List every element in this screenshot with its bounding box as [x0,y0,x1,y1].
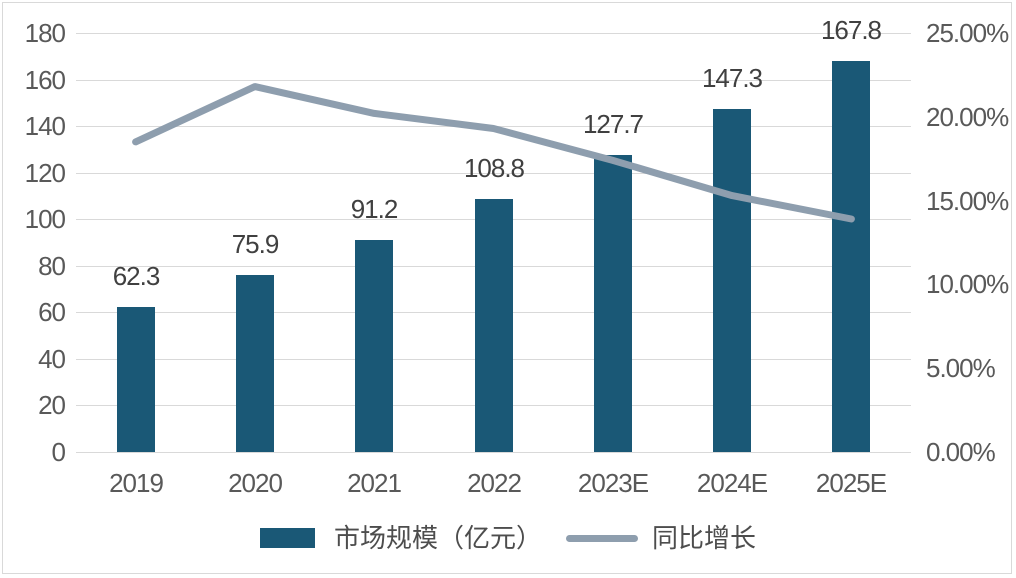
gridline [76,452,911,453]
left-axis-tick-label: 180 [24,18,66,48]
bar-2019 [117,307,155,452]
bar-value-label: 75.9 [231,229,280,259]
combo-chart: 0 20 40 60 80 100 120 140 160 180 0.00% 5.00% 10.00%… [3,3,1013,575]
bar-value-label: 167.8 [820,15,882,45]
gridline [76,80,911,81]
left-axis-tick-label: 20 [38,390,66,420]
x-axis-category-label: 2020 [228,468,283,498]
left-axis-tick-label: 160 [24,65,66,95]
x-axis-category-label: 2021 [347,468,402,498]
left-axis-tick-label: 60 [38,297,66,327]
right-axis-tick-label: 5.00% [926,353,996,383]
x-axis-category-label: 2024E [696,468,768,498]
right-axis-tick-label: 0.00% [926,437,996,467]
bar-2024E [713,109,751,452]
right-axis-tick-label: 15.00% [926,186,1009,216]
line-series-swatch [566,534,638,542]
left-axis-tick-label: 80 [38,251,66,281]
left-axis-tick-label: 40 [38,344,66,374]
x-axis-category-label: 2022 [467,468,522,498]
left-axis-tick-label: 120 [24,158,66,188]
bar-value-label: 91.2 [350,194,399,224]
x-axis-category-label: 2019 [109,468,164,498]
bar-value-label: 127.7 [582,109,644,139]
bar-2025E [832,61,870,452]
bar-value-label: 108.8 [463,153,525,183]
gridline [76,33,911,34]
right-axis-tick-label: 25.00% [926,18,1009,48]
chart-legend: 市场规模（亿元） 同比增长 [3,523,1013,553]
x-axis-category-label: 2023E [577,468,649,498]
x-axis-category-label: 2025E [815,468,887,498]
bar-series-swatch [259,528,315,548]
left-axis-tick-label: 100 [24,204,66,234]
right-axis-tick-label: 20.00% [926,102,1009,132]
bar-value-label: 147.3 [701,63,763,93]
gridline [76,126,911,127]
right-axis-tick-label: 10.00% [926,269,1009,299]
bar-2022 [475,199,513,452]
bar-value-label: 62.3 [112,261,161,291]
line-series-legend-label: 同比增长 [652,523,757,553]
left-axis-tick-label: 140 [24,111,66,141]
bar-series-legend-label: 市场规模（亿元） [333,523,542,553]
bar-2021 [355,240,393,452]
bar-2023E [594,155,632,452]
left-axis-tick-label: 0 [51,437,66,467]
bar-2020 [236,275,274,452]
